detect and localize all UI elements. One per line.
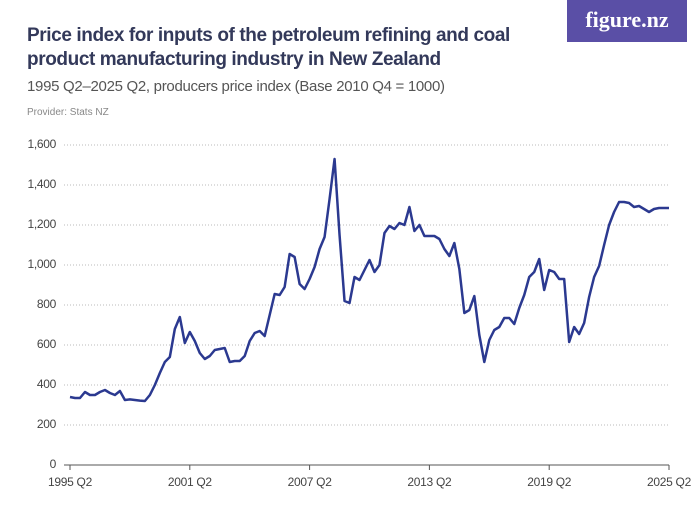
provider: Provider: Stats NZ [27,107,109,118]
chart-subtitle: 1995 Q2–2025 Q2, producers price index (… [27,78,445,95]
data-line [69,157,669,403]
y-tick-label: 1,200 [27,217,56,231]
y-tick-label: 0 [50,457,57,471]
x-tick-label: 2007 Q2 [288,475,333,489]
y-tick-label: 1,600 [27,137,56,151]
y-tick-label: 1,000 [27,257,56,271]
y-tick-label: 200 [37,417,57,431]
x-tick-label: 1995 Q2 [48,475,93,489]
y-tick-label: 800 [37,297,57,311]
y-tick-label: 600 [37,337,57,351]
x-tick-label: 2013 Q2 [407,475,452,489]
x-tick-label: 2025 Q2 [647,475,692,489]
y-tick-label: 1,400 [27,177,56,191]
chart-title: Price index for inputs of the petroleum … [27,25,510,70]
logo[interactable]: figure.nz [567,0,687,42]
y-tick-label: 400 [37,377,57,391]
x-tick-label: 2001 Q2 [168,475,213,489]
x-tick-label: 2019 Q2 [527,475,572,489]
